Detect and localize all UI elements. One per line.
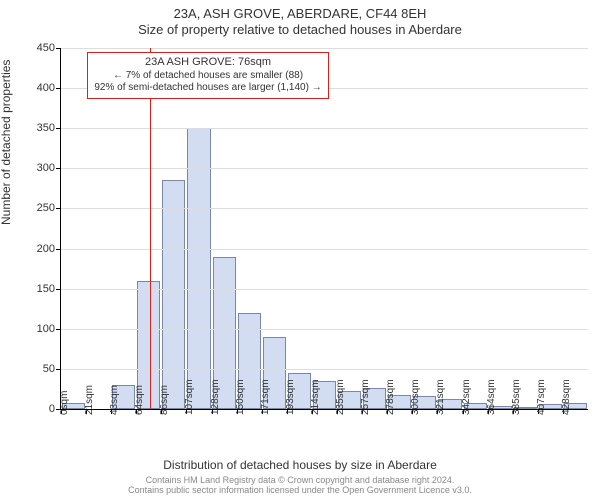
- x-tick-label: 128sqm: [210, 379, 221, 415]
- property-marker-line: [150, 48, 151, 409]
- x-tick-label: 364sqm: [486, 379, 497, 415]
- x-tick-label: 150sqm: [235, 379, 246, 415]
- y-tick-label: 50: [43, 363, 55, 375]
- x-tick-label: 214sqm: [310, 379, 321, 415]
- y-tick-mark: [56, 48, 61, 49]
- y-tick-label: 350: [37, 122, 55, 134]
- x-tick-label: 193sqm: [285, 379, 296, 415]
- plot-area: 0501001502002503003504004500sqm21sqm43sq…: [60, 48, 588, 410]
- y-tick-mark: [56, 128, 61, 129]
- annotation-left-line: ← 7% of detached houses are smaller (88): [94, 70, 321, 83]
- x-tick-label: 43sqm: [109, 385, 120, 415]
- x-tick-label: 86sqm: [159, 385, 170, 415]
- annotation-title: 23A ASH GROVE: 76sqm: [94, 56, 321, 70]
- x-tick-label: 300sqm: [410, 379, 421, 415]
- bars-layer: [61, 48, 588, 409]
- x-tick-label: 278sqm: [385, 379, 396, 415]
- y-tick-label: 450: [37, 42, 55, 54]
- y-tick-mark: [56, 329, 61, 330]
- grid-line: [61, 289, 588, 290]
- x-tick-label: 171sqm: [260, 379, 271, 415]
- y-tick-label: 250: [37, 202, 55, 214]
- y-axis-label: Number of detached properties: [0, 60, 13, 225]
- y-tick-mark: [56, 289, 61, 290]
- grid-line: [61, 249, 588, 250]
- grid-line: [61, 168, 588, 169]
- y-tick-mark: [56, 168, 61, 169]
- chart-title-line1: 23A, ASH GROVE, ABERDARE, CF44 8EH: [0, 6, 600, 21]
- y-tick-label: 0: [49, 403, 55, 415]
- y-tick-mark: [56, 369, 61, 370]
- x-tick-label: 64sqm: [134, 385, 145, 415]
- annotation-right-line: 92% of semi-detached houses are larger (…: [94, 82, 321, 95]
- x-tick-label: 385sqm: [511, 379, 522, 415]
- y-tick-label: 150: [37, 283, 55, 295]
- y-tick-label: 400: [37, 82, 55, 94]
- y-tick-label: 200: [37, 243, 55, 255]
- figure: 23A, ASH GROVE, ABERDARE, CF44 8EH Size …: [0, 0, 600, 500]
- x-tick-label: 235sqm: [335, 379, 346, 415]
- grid-line: [61, 369, 588, 370]
- y-tick-mark: [56, 249, 61, 250]
- grid-line: [61, 48, 588, 49]
- footer-attribution: Contains HM Land Registry data © Crown c…: [0, 476, 600, 496]
- x-tick-label: 257sqm: [360, 379, 371, 415]
- x-tick-label: 428sqm: [561, 379, 572, 415]
- x-tick-label: 407sqm: [536, 379, 547, 415]
- annotation-box: 23A ASH GROVE: 76sqm← 7% of detached hou…: [87, 52, 328, 99]
- footer-line2: Contains public sector information licen…: [0, 486, 600, 496]
- y-tick-mark: [56, 208, 61, 209]
- y-tick-label: 300: [37, 162, 55, 174]
- grid-line: [61, 329, 588, 330]
- x-tick-label: 0sqm: [59, 391, 70, 415]
- histogram-bar: [162, 180, 185, 409]
- x-axis-label: Distribution of detached houses by size …: [0, 458, 600, 472]
- grid-line: [61, 208, 588, 209]
- grid-line: [61, 128, 588, 129]
- y-tick-mark: [56, 88, 61, 89]
- y-tick-label: 100: [37, 323, 55, 335]
- x-tick-label: 107sqm: [184, 379, 195, 415]
- x-tick-label: 342sqm: [461, 379, 472, 415]
- histogram-bar: [187, 128, 210, 409]
- chart-title-line2: Size of property relative to detached ho…: [0, 22, 600, 37]
- x-tick-label: 321sqm: [435, 379, 446, 415]
- x-tick-label: 21sqm: [84, 385, 95, 415]
